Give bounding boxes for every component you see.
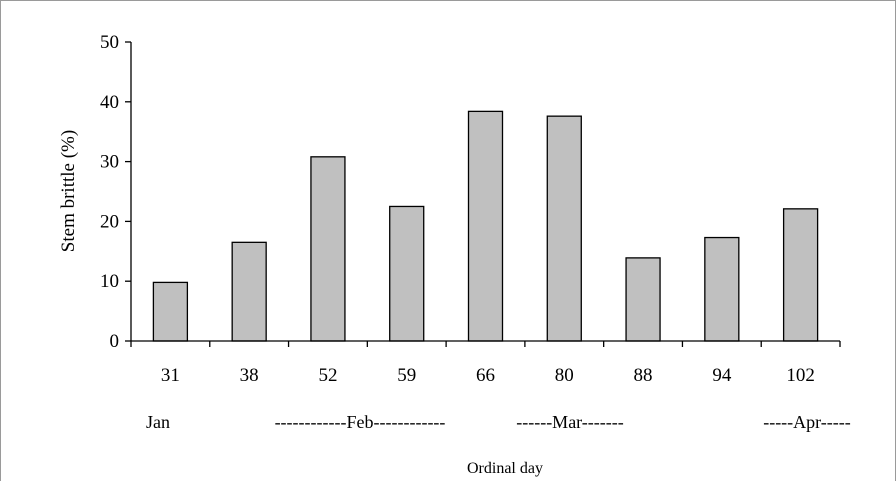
bar-day-80: [546, 115, 582, 342]
x-tick-label: 52: [318, 365, 337, 386]
bar-day-59: [389, 205, 425, 342]
y-tick-label: 50: [100, 32, 119, 53]
month-label-apr: -----Apr-----: [763, 412, 851, 432]
x-tick-label: 80: [555, 365, 574, 386]
x-tick-label: 66: [476, 365, 495, 386]
y-axis-title: Stem brittle (%): [58, 130, 79, 252]
bar-day-94: [704, 236, 740, 342]
bar-day-52: [310, 156, 346, 342]
x-tick-label: 59: [397, 365, 416, 386]
bar-day-66: [467, 110, 504, 342]
bar-day-102: [782, 208, 819, 342]
bar-day-31: [152, 281, 189, 342]
bar-day-88: [625, 257, 661, 342]
month-label-feb: ------------Feb------------: [275, 412, 446, 432]
month-label-mar: ------Mar-------: [516, 412, 624, 432]
x-tick-label: 94: [712, 365, 732, 386]
y-tick-label: 40: [100, 92, 119, 113]
x-tick-label: 88: [634, 365, 653, 386]
x-tick-label: 38: [240, 365, 259, 386]
y-tick-label: 10: [100, 271, 119, 292]
y-tick-label: 30: [100, 152, 119, 173]
x-axis-title: Ordinal day: [467, 460, 543, 477]
x-tick-label: 31: [161, 365, 180, 386]
y-tick-label: 20: [100, 211, 119, 232]
bar-day-38: [231, 241, 267, 342]
y-tick-label: 0: [110, 331, 120, 352]
month-label-jan: Jan: [146, 412, 170, 432]
x-tick-label: 102: [786, 365, 815, 386]
